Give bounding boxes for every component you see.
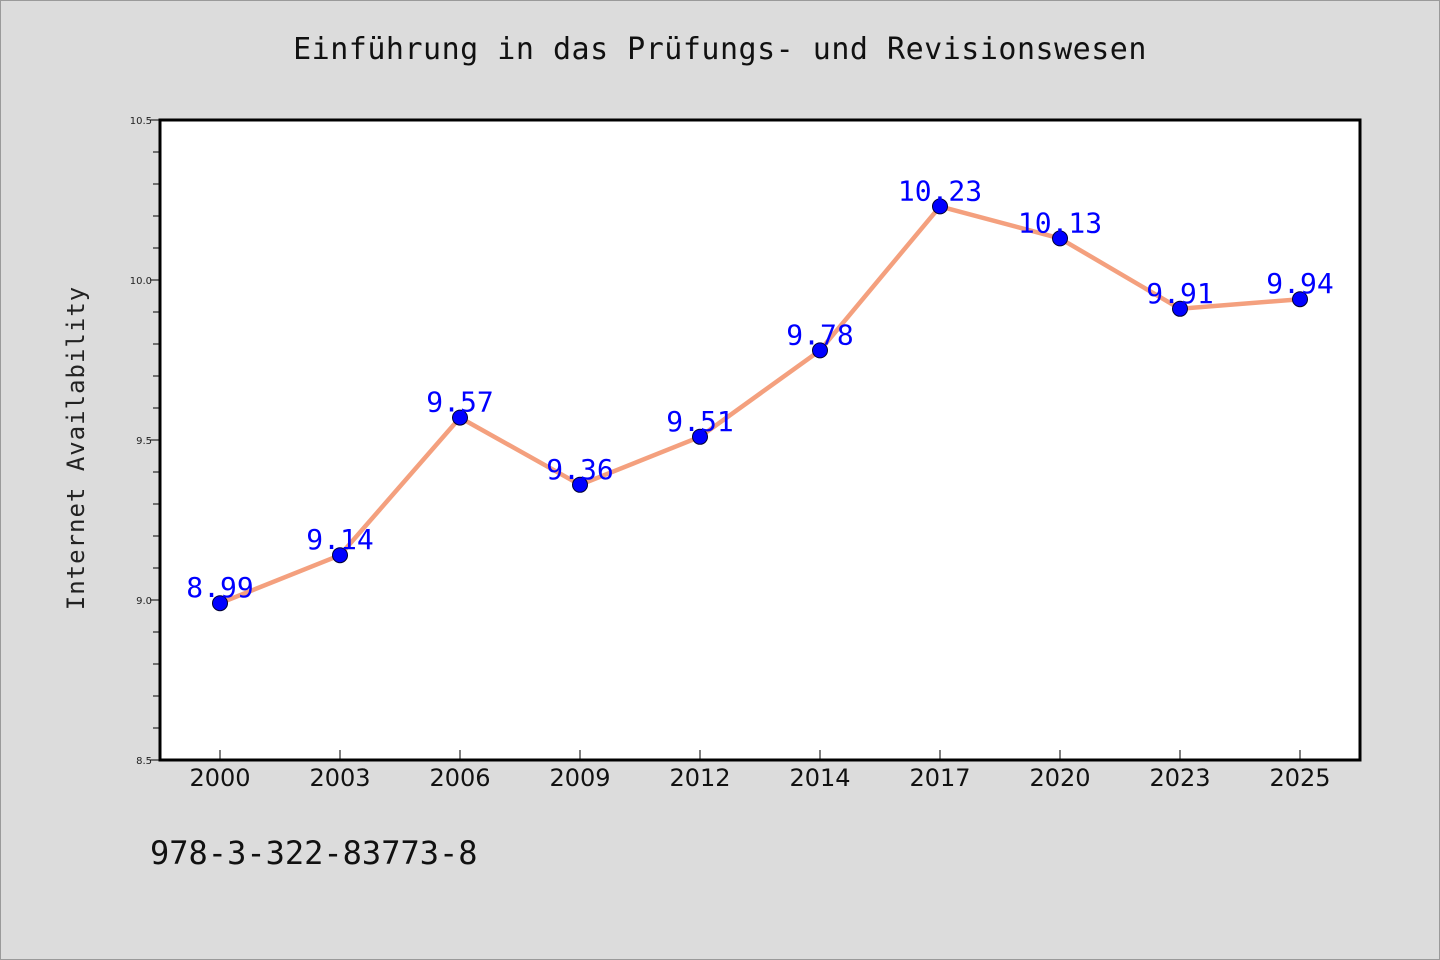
data-point (692, 428, 708, 445)
data-point (1172, 300, 1188, 317)
data-label: 9.14 (306, 523, 373, 556)
x-tick-label: 2009 (549, 764, 610, 792)
y-axis: 8.5 9.0 9.5 10.0 10.5 (130, 116, 160, 767)
data-label: 10.13 (1018, 206, 1102, 239)
data-label: 9.78 (786, 318, 853, 351)
isbn-text: 978-3-322-83773-8 (150, 834, 478, 872)
data-point (332, 547, 348, 564)
x-tick-label: 2000 (189, 764, 250, 792)
plot-area (158, 118, 1362, 762)
data-point (572, 476, 588, 493)
data-label: 9.91 (1146, 277, 1213, 310)
x-tick-label: 2012 (669, 764, 730, 792)
x-tick-label: 2025 (1269, 764, 1330, 792)
x-tick-label: 2020 (1029, 764, 1090, 792)
y-tick-label: 10.5 (130, 116, 152, 127)
y-tick-label: 9.0 (136, 596, 152, 607)
data-label: 9.51 (666, 405, 733, 438)
data-label: 10.23 (898, 174, 982, 207)
x-axis: 2000 2003 2006 2009 2012 2014 2017 2020 2023 2025 (189, 750, 1331, 792)
data-point (212, 595, 228, 612)
y-tick-label: 10.0 (130, 276, 152, 287)
data-point (1052, 230, 1068, 247)
data-label: 9.94 (1266, 267, 1333, 300)
data-point (812, 342, 828, 359)
series-line (217, 204, 1303, 606)
x-tick-label: 2006 (429, 764, 490, 792)
data-labels: 8.99 9.14 9.57 9.36 9.51 9.78 10.23 10.13 9.91 9.… (186, 174, 1333, 604)
data-markers (212, 198, 1308, 612)
x-tick-label: 2003 (309, 764, 370, 792)
x-tick-label: 2014 (789, 764, 850, 792)
data-label: 8.99 (186, 571, 253, 604)
data-point (932, 198, 948, 215)
data-label: 9.57 (426, 386, 493, 419)
x-tick-label: 2017 (909, 764, 970, 792)
data-point (452, 409, 468, 426)
chart-title: Einführung in das Prüfungs- und Revision… (293, 32, 1147, 67)
x-tick-label: 2023 (1149, 764, 1210, 792)
y-tick-label: 9.5 (136, 436, 152, 447)
data-label: 9.36 (546, 453, 613, 486)
data-point (1292, 291, 1308, 308)
y-tick-label: 8.5 (136, 756, 152, 767)
